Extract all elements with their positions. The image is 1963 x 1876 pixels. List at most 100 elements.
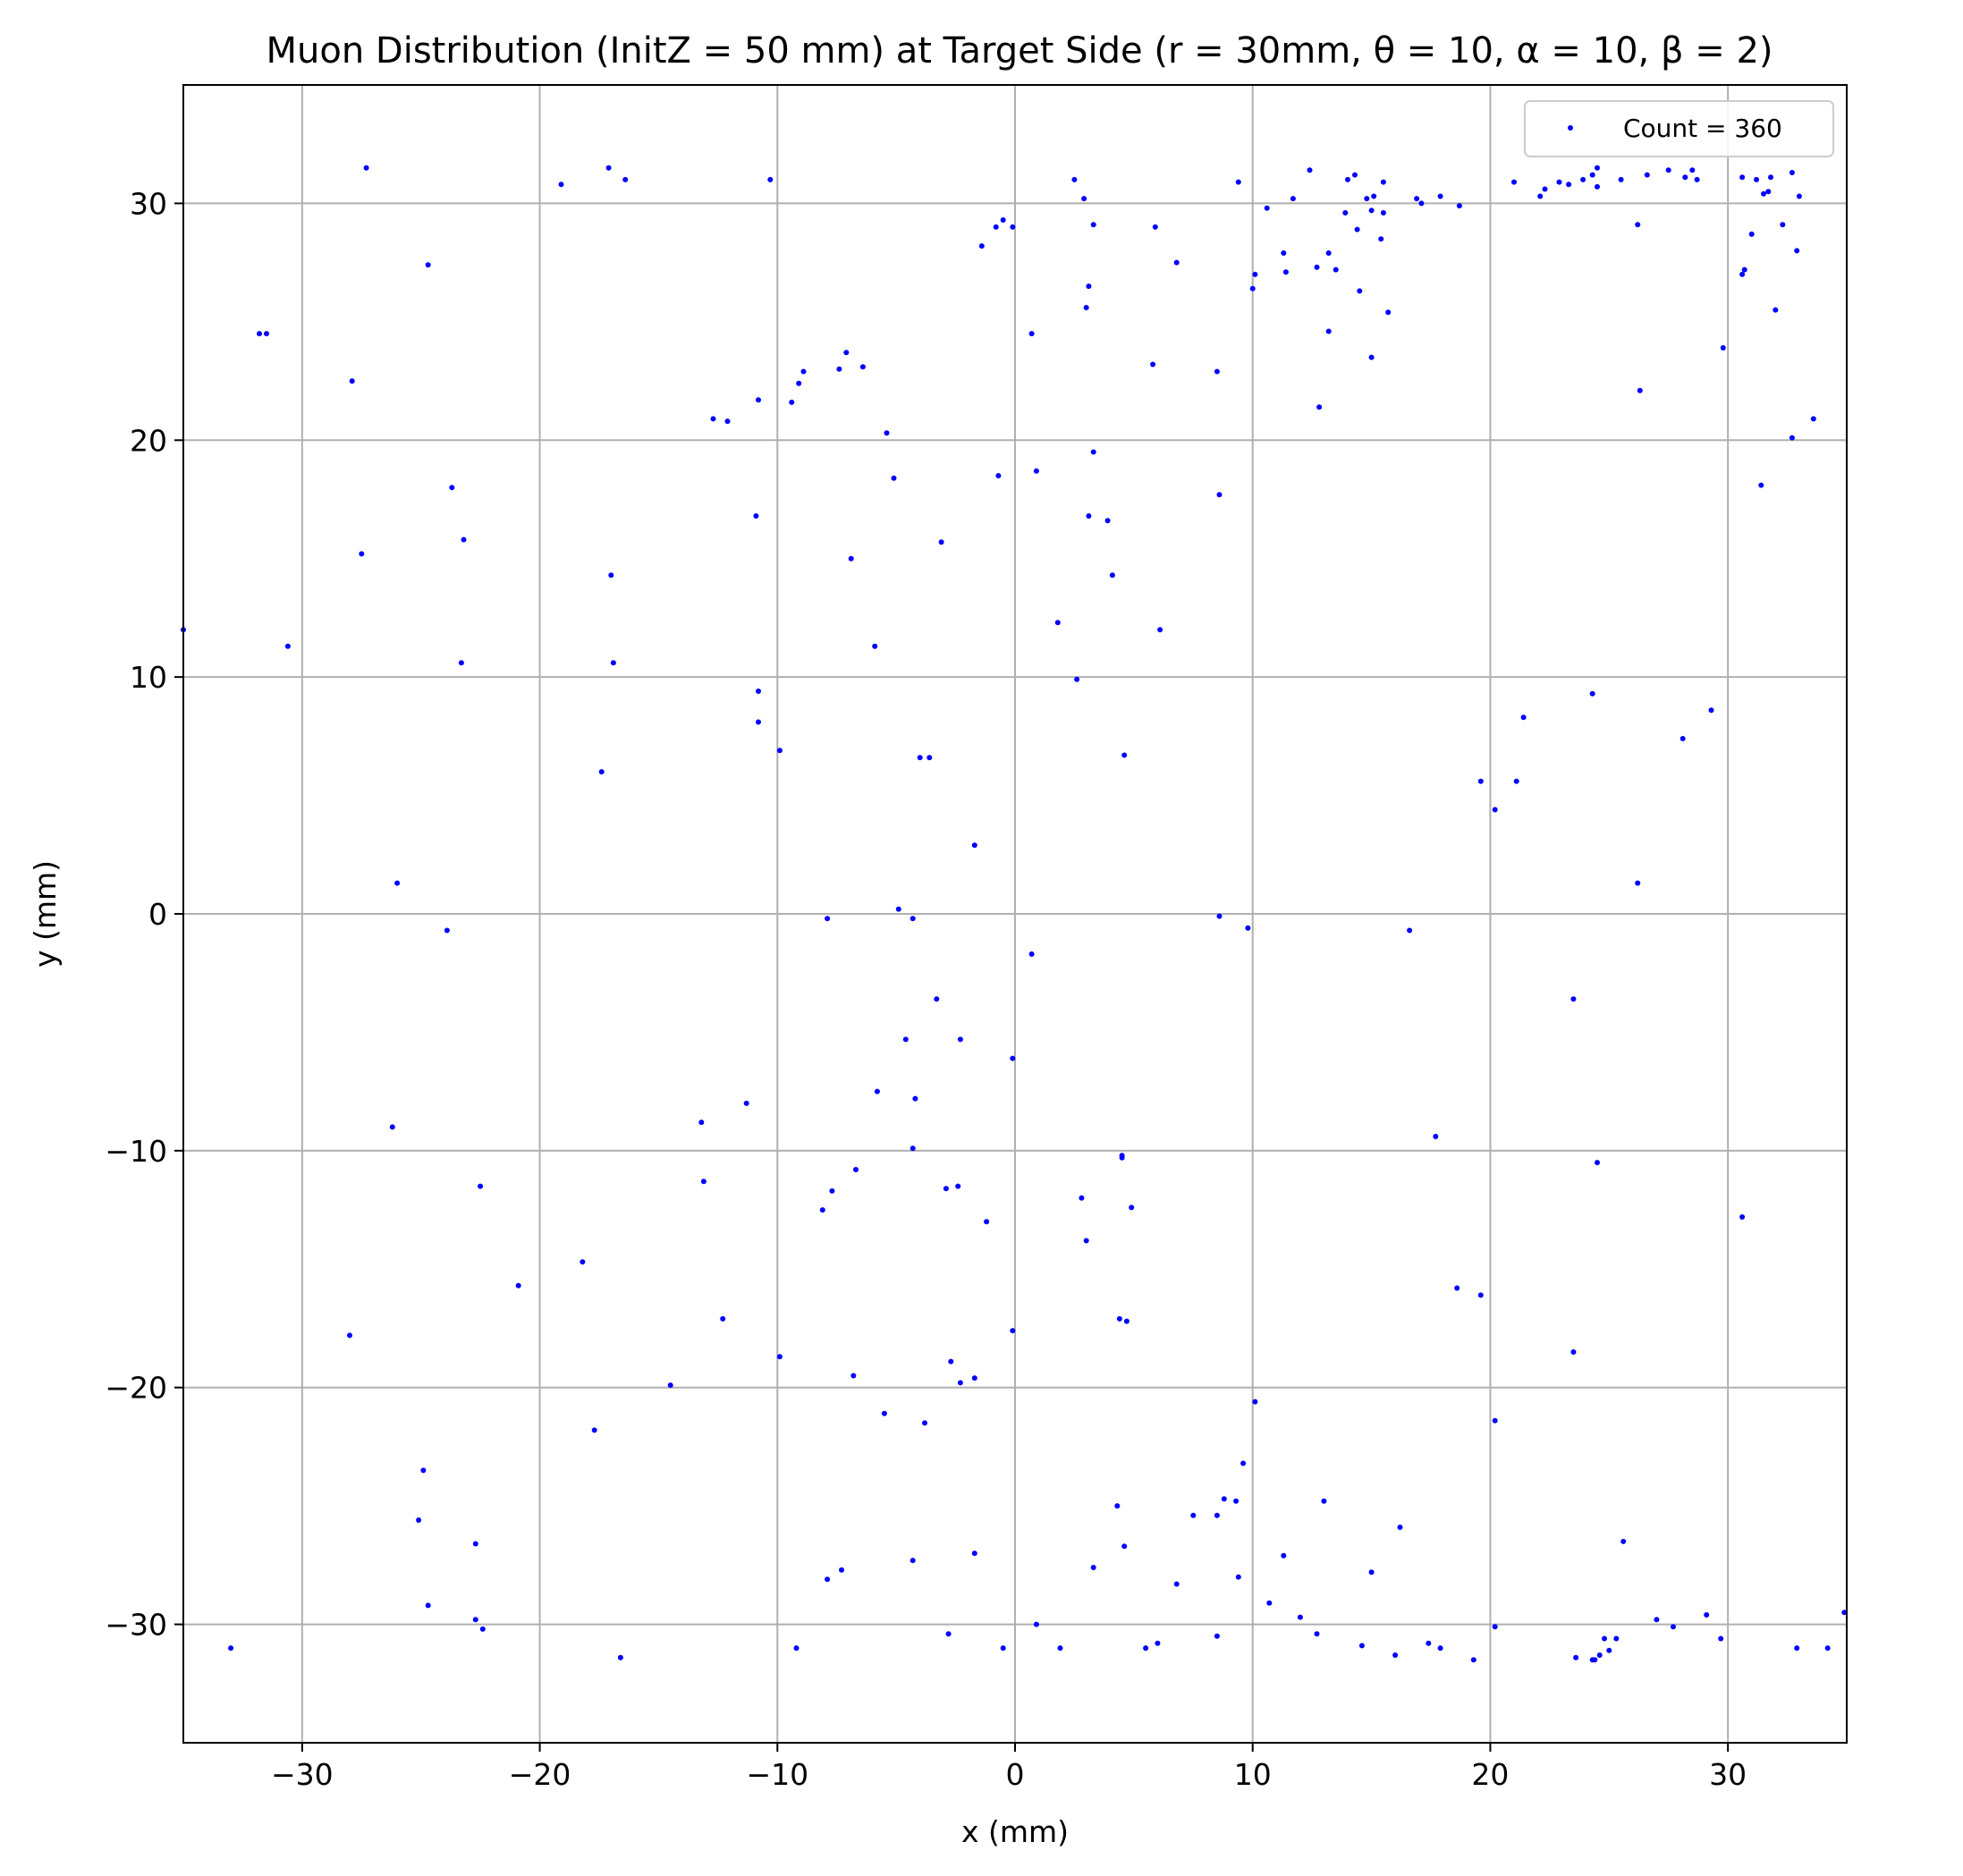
data-point (1086, 513, 1092, 519)
data-point (938, 539, 944, 545)
data-point (1573, 1654, 1579, 1661)
data-point (1109, 572, 1115, 579)
data-point (1739, 1214, 1746, 1220)
x-tick-label: −20 (509, 1757, 571, 1792)
data-point (1264, 205, 1270, 211)
data-point (1580, 176, 1586, 182)
data-point (1595, 165, 1600, 171)
data-point (598, 769, 605, 775)
data-point (444, 927, 450, 934)
data-point (591, 1427, 597, 1433)
data-point (1028, 951, 1035, 957)
data-point (1314, 264, 1320, 270)
data-point (1765, 189, 1772, 195)
data-point (458, 660, 464, 666)
data-point (710, 416, 716, 422)
data-point (796, 380, 802, 386)
data-point (1221, 1496, 1227, 1502)
legend-box (1524, 100, 1834, 157)
data-point (1252, 271, 1258, 277)
data-point (1680, 736, 1686, 741)
data-point (819, 1207, 825, 1213)
data-point (1704, 1612, 1710, 1618)
y-tick-label: 10 (130, 660, 167, 695)
data-point (884, 430, 890, 436)
data-point (1613, 1635, 1620, 1642)
data-point (1720, 345, 1726, 351)
data-point (1090, 222, 1096, 228)
data-point (363, 165, 369, 171)
axis-ticks: −30 −20 −10 0 10 20 30 −30 −20 −10 0 10 20 30 (105, 186, 1747, 1792)
data-point (1635, 222, 1641, 228)
data-point (1368, 207, 1375, 214)
data-point (1739, 174, 1746, 181)
data-point (1371, 193, 1377, 199)
data-point (1314, 1631, 1320, 1637)
data-point (1589, 172, 1595, 178)
data-point (1796, 193, 1802, 199)
data-point (558, 182, 564, 188)
data-point (515, 1282, 521, 1289)
data-point (1214, 1512, 1220, 1518)
data-point (1758, 482, 1764, 488)
data-point (1682, 174, 1688, 181)
data-point (1618, 176, 1624, 182)
data-point (1083, 1238, 1089, 1244)
data-point (1556, 179, 1562, 185)
data-point (1321, 1498, 1327, 1504)
data-point (347, 1332, 352, 1339)
data-point (472, 1617, 478, 1623)
data-point (1333, 266, 1339, 273)
data-point (1143, 1645, 1149, 1652)
data-point (1511, 179, 1517, 185)
data-point (420, 1467, 427, 1474)
data-point (1741, 266, 1747, 273)
data-point (608, 572, 614, 579)
data-point (776, 1354, 783, 1360)
data-point (425, 262, 431, 268)
data-point (1768, 174, 1773, 181)
data-point (394, 880, 401, 886)
data-point (1477, 1292, 1484, 1298)
data-point (1380, 210, 1386, 215)
data-point (1773, 307, 1779, 313)
data-point (1190, 1512, 1197, 1518)
data-point (995, 473, 1002, 478)
data-point (1671, 1624, 1676, 1630)
data-point (1841, 1610, 1848, 1616)
data-point (416, 1517, 422, 1523)
data-point (1708, 707, 1714, 714)
data-point (1240, 1460, 1247, 1466)
chart-title: Muon Distribution (InitZ = 50 mm) at Tar… (267, 30, 1773, 72)
grid (183, 85, 1847, 1743)
data-point (1470, 1657, 1476, 1663)
data-point (1233, 1498, 1240, 1504)
y-axis-label: y (mm) (28, 860, 63, 968)
data-point (1358, 1643, 1365, 1649)
y-tick-label: 0 (148, 897, 167, 932)
data-point (1086, 283, 1092, 290)
data-point (1380, 179, 1386, 185)
x-tick-label: −30 (271, 1757, 334, 1792)
data-point (1123, 1318, 1130, 1324)
data-point (881, 1410, 887, 1416)
y-tick-label: −30 (105, 1608, 167, 1643)
data-point (825, 1576, 831, 1583)
data-point (1761, 190, 1766, 197)
data-point (228, 1645, 234, 1652)
data-point (1129, 1204, 1135, 1211)
data-point (1290, 196, 1296, 202)
data-point (1407, 927, 1413, 934)
data-point (257, 331, 262, 337)
data-point (1414, 196, 1420, 202)
data-point (1342, 210, 1349, 215)
data-point (1000, 217, 1006, 223)
data-point (478, 1183, 484, 1189)
data-point (1397, 1525, 1403, 1530)
data-point (753, 513, 759, 519)
data-point (1654, 1617, 1660, 1623)
data-point (1090, 1565, 1096, 1570)
data-point (667, 1382, 673, 1389)
data-point (1281, 1552, 1287, 1559)
